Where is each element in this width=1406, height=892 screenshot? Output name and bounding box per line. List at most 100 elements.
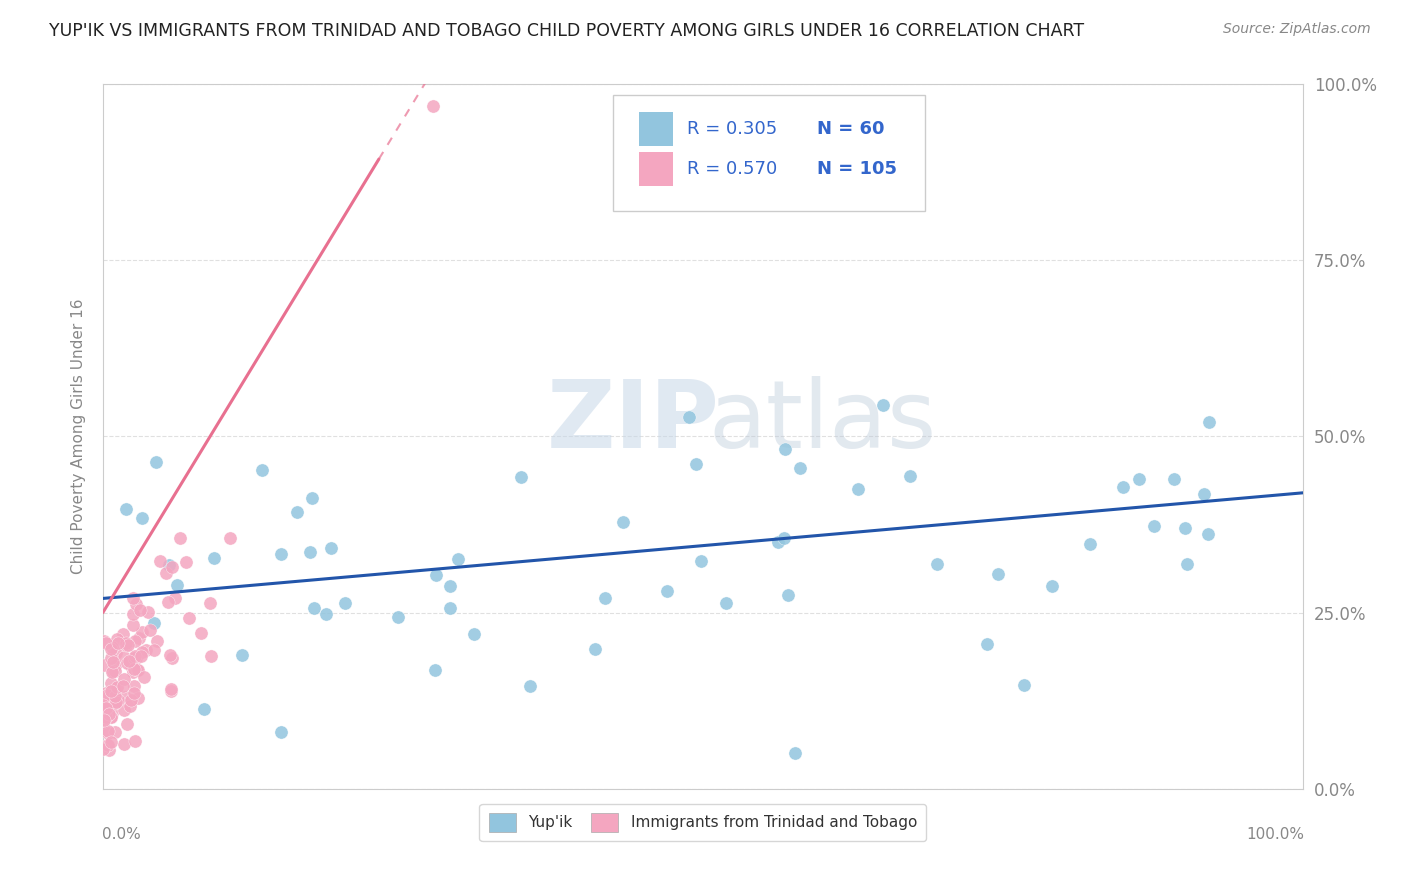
Point — [129, 603, 152, 617]
Point — [125, 651, 148, 665]
Point — [94, 709, 117, 723]
Point — [778, 588, 800, 602]
Point — [200, 649, 222, 664]
Point — [142, 642, 165, 657]
Point — [439, 579, 461, 593]
Point — [118, 698, 141, 713]
Point — [976, 637, 998, 651]
Point — [302, 600, 325, 615]
Point — [136, 605, 159, 619]
Point — [112, 673, 135, 687]
Y-axis label: Child Poverty Among Girls Under 16: Child Poverty Among Girls Under 16 — [72, 299, 86, 574]
Point — [124, 648, 146, 663]
Point — [114, 636, 136, 650]
Point — [1112, 480, 1135, 494]
Point — [190, 625, 212, 640]
Point — [219, 531, 242, 545]
Point — [127, 664, 149, 678]
Point — [104, 689, 127, 703]
Point — [122, 679, 145, 693]
Point — [270, 547, 292, 561]
Point — [1175, 557, 1198, 571]
Point — [139, 623, 162, 637]
Point — [98, 743, 121, 757]
Point — [100, 735, 122, 749]
Point — [118, 654, 141, 668]
Point — [425, 568, 447, 582]
Point — [128, 632, 150, 646]
Point — [96, 688, 118, 702]
Point — [105, 681, 128, 695]
Point — [146, 633, 169, 648]
Point — [1014, 678, 1036, 692]
Point — [193, 702, 215, 716]
Point — [104, 665, 127, 679]
FancyBboxPatch shape — [640, 112, 673, 145]
Point — [319, 541, 342, 555]
Point — [160, 559, 183, 574]
Point — [100, 683, 122, 698]
FancyBboxPatch shape — [640, 152, 673, 186]
Point — [202, 551, 225, 566]
Point — [299, 545, 322, 559]
Point — [97, 738, 120, 752]
Point — [169, 531, 191, 545]
Point — [1197, 527, 1219, 541]
Point — [690, 554, 713, 568]
Point — [101, 640, 124, 654]
Point — [103, 725, 125, 739]
Text: R = 0.570: R = 0.570 — [688, 160, 778, 178]
Point — [122, 651, 145, 665]
Point — [101, 665, 124, 679]
Point — [101, 656, 124, 670]
Point — [1143, 518, 1166, 533]
Point — [124, 597, 146, 611]
Point — [423, 663, 446, 677]
Point — [439, 601, 461, 615]
Text: YUP'IK VS IMMIGRANTS FROM TRINIDAD AND TOBAGO CHILD POVERTY AMONG GIRLS UNDER 16: YUP'IK VS IMMIGRANTS FROM TRINIDAD AND T… — [49, 22, 1084, 40]
Point — [685, 458, 707, 472]
Point — [387, 610, 409, 624]
Point — [163, 591, 186, 605]
Point — [131, 625, 153, 640]
Point — [250, 463, 273, 477]
Point — [160, 651, 183, 665]
Text: 0.0%: 0.0% — [101, 827, 141, 842]
Point — [100, 650, 122, 665]
Point — [775, 442, 797, 456]
Point — [115, 656, 138, 670]
Point — [315, 607, 337, 622]
Point — [1078, 537, 1101, 551]
Point — [159, 648, 181, 663]
Point — [100, 710, 122, 724]
Point — [160, 683, 183, 698]
Point — [333, 596, 356, 610]
Text: R = 0.305: R = 0.305 — [688, 120, 778, 137]
Point — [714, 596, 737, 610]
Point — [519, 679, 541, 693]
Point — [115, 638, 138, 652]
Point — [422, 98, 444, 112]
Point — [898, 468, 921, 483]
Text: ZIP: ZIP — [547, 376, 720, 468]
Point — [160, 681, 183, 696]
Point — [612, 515, 634, 529]
Point — [678, 409, 700, 424]
Point — [94, 701, 117, 715]
Point — [131, 645, 153, 659]
Point — [107, 636, 129, 650]
Point — [115, 502, 138, 516]
Point — [122, 607, 145, 621]
Point — [593, 591, 616, 605]
Point — [91, 741, 114, 756]
Point — [97, 688, 120, 702]
Point — [103, 682, 125, 697]
Point — [112, 679, 135, 693]
Point — [927, 557, 949, 571]
Point — [789, 461, 811, 475]
Point — [125, 663, 148, 677]
Point — [157, 558, 180, 573]
Text: atlas: atlas — [709, 376, 938, 468]
Point — [1040, 579, 1063, 593]
Point — [124, 662, 146, 676]
